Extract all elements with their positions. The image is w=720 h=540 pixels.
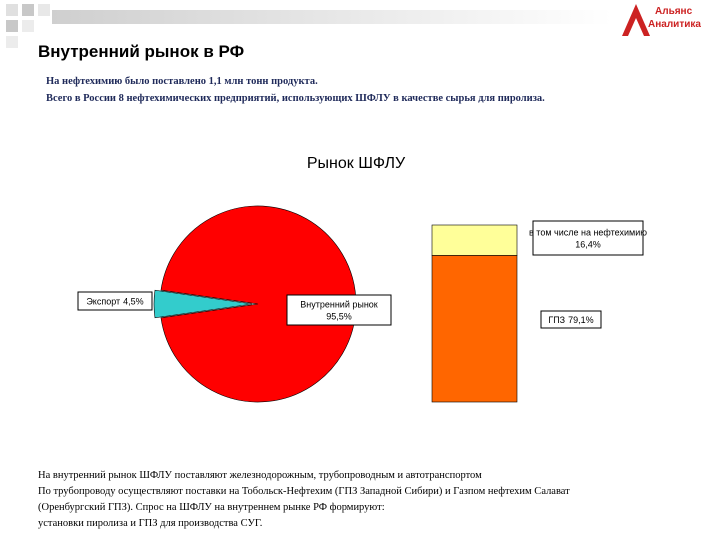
label-box: [77, 291, 153, 311]
note: Всего в России 8 нефтехимических предпри…: [46, 93, 545, 104]
label-part: Внутренний рынок: [300, 300, 378, 310]
label-part: 4,5%: [123, 297, 144, 307]
pie-slice: [153, 289, 253, 319]
data-label: 16,4%: [575, 240, 601, 250]
bar-segment: [431, 255, 518, 403]
label-box: [286, 294, 392, 326]
corner-squares: [6, 4, 50, 48]
label-part: в том числе на нефтехимию: [529, 228, 647, 238]
label-part: Экспорт: [86, 297, 120, 307]
label-part: ГПЗ: [548, 315, 565, 325]
data-label: ГПЗ 79,1%: [548, 315, 593, 325]
logo-text: Аналитика: [648, 19, 701, 30]
data-label: 95,5%: [326, 312, 352, 322]
chart-title: Рынок ШФЛУ: [307, 155, 406, 172]
label-part: 16,4%: [575, 240, 601, 250]
footer-line: По трубопроводу осуществляют поставки на…: [38, 486, 570, 497]
footer-line: (Оренбургский ГПЗ). Спрос на ШФЛУ на вну…: [38, 502, 385, 513]
bar-segment: [431, 224, 518, 256]
data-label: в том числе на нефтехимию: [529, 228, 647, 238]
label-part: 95,5%: [326, 312, 352, 322]
data-label: Внутренний рынок: [300, 300, 378, 310]
logo-text: Альянс: [655, 6, 693, 17]
footer-line: установки пиролиза и ГПЗ для производств…: [38, 518, 262, 529]
label-part: 79,1%: [568, 315, 594, 325]
label-box: [532, 220, 644, 256]
logo: Альянс Аналитика: [622, 4, 701, 36]
chart: Экспорт 4,5% Внутренний рынок 95,5% в том чи…: [77, 205, 647, 403]
data-label: Экспорт 4,5%: [86, 297, 143, 307]
footer-line: На внутренний рынок ШФЛУ поставляют желе…: [38, 470, 482, 481]
slide-title: Внутренний рынок в РФ: [38, 42, 244, 61]
note: На нефтехимию было поставлено 1,1 млн то…: [46, 76, 318, 87]
top-bar: [52, 10, 612, 24]
label-box: [540, 310, 602, 329]
